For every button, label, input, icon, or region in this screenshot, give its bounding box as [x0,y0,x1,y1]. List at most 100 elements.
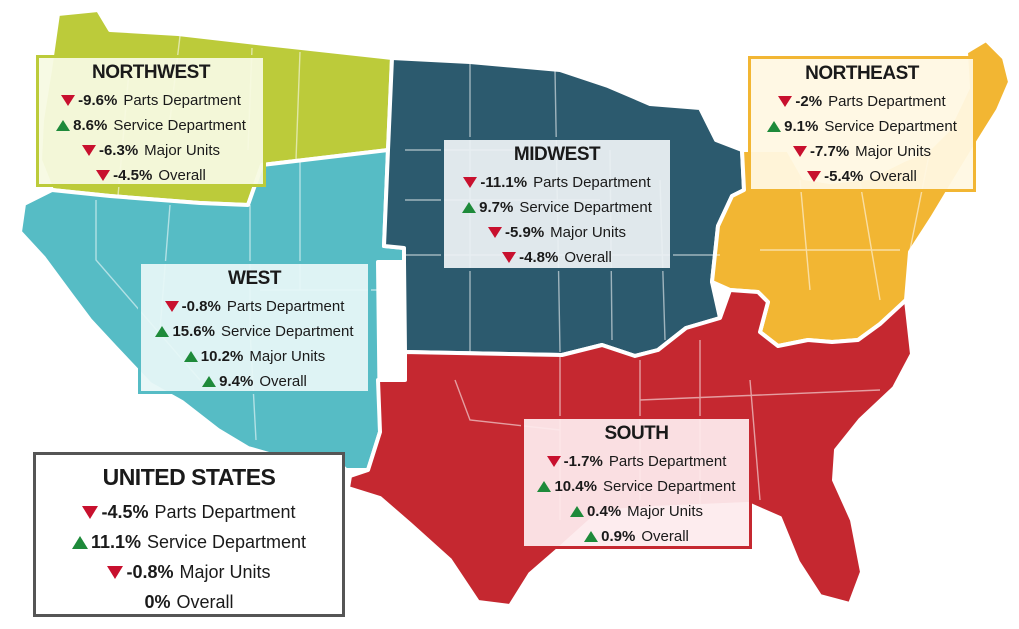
midwest-title: MIDWEST [513,144,601,165]
down-arrow-icon [81,145,96,156]
west-title: WEST [228,268,281,289]
northwest-overall-label: Overall [158,167,206,184]
midwest-service-row: 9.7% Service Department [450,195,664,220]
west-overall-value: 9.4% [219,373,254,390]
us-parts-value: -4.5% [101,502,149,522]
west-overall-row: 9.4% Overall [147,369,362,394]
west-service-row: 15.6% Service Department [147,319,362,344]
midwest-major-row: -5.9% Major Units [450,220,664,245]
us-major-value: -0.8% [126,562,174,582]
south-parts-label: Parts Department [608,453,727,470]
us-service-value: 11.1% [90,532,141,552]
northeast-major-label: Major Units [855,143,932,160]
west-parts-label: Parts Department [226,298,345,315]
down-arrow-icon [82,505,99,519]
down-arrow-icon [96,170,111,181]
south-overall-row: 0.9% Overall [530,524,743,549]
northwest-major-label: Major Units [144,142,221,159]
south-stats-box: SOUTH -1.7% Parts Department 10.4% Servi… [521,416,752,549]
midwest-service-label: Service Department [519,199,652,216]
up-arrow-icon [569,506,584,517]
northeast-major-value: -7.7% [809,143,850,160]
west-overall-label: Overall [259,373,307,390]
us-service-row: 11.1% Service Department [42,527,336,557]
south-parts-row: -1.7% Parts Department [530,449,743,474]
northeast-service-value: 9.1% [784,118,819,135]
us-parts-row: -4.5% Parts Department [42,497,336,527]
south-major-value: 0.4% [586,503,622,520]
west-stats-box: WEST -0.8% Parts Department 15.6% Servic… [138,261,371,394]
united-states-stats-box: UNITED STATES -4.5% Parts Department 11.… [33,452,345,617]
south-title: SOUTH [604,423,670,444]
west-major-row: 10.2% Major Units [147,344,362,369]
northeast-overall-label: Overall [869,168,917,185]
us-overall-value: 0% [144,592,171,612]
northwest-overall-value: -4.5% [113,167,153,184]
up-arrow-icon [183,351,198,362]
midwest-stats-box: MIDWEST -11.1% Parts Department 9.7% Ser… [441,137,673,271]
midwest-overall-value: -4.8% [519,249,559,266]
south-service-row: 10.4% Service Department [530,474,743,499]
up-arrow-icon [537,481,552,492]
northwest-parts-value: -9.6% [78,92,118,109]
south-parts-value: -1.7% [563,453,603,470]
up-arrow-icon [202,376,217,387]
up-arrow-icon [767,121,782,132]
midwest-parts-row: -11.1% Parts Department [450,170,664,195]
west-parts-value: -0.8% [181,298,221,315]
northwest-service-label: Service Department [113,117,246,134]
south-major-label: Major Units [627,503,704,520]
us-major-row: -0.8% Major Units [42,557,336,587]
down-arrow-icon [792,146,807,157]
down-arrow-icon [463,177,478,188]
northeast-service-label: Service Department [824,118,957,135]
west-service-label: Service Department [220,323,354,340]
northeast-stats-box: NORTHEAST -2% Parts Department 9.1% Serv… [748,56,976,192]
us-service-label: Service Department [146,532,307,552]
down-arrow-icon [546,456,561,467]
northeast-overall-row: -5.4% Overall [757,164,967,189]
south-major-row: 0.4% Major Units [530,499,743,524]
midwest-parts-label: Parts Department [533,174,651,191]
northeast-parts-value: -2% [795,93,823,110]
us-parts-label: Parts Department [154,502,296,522]
midwest-overall-row: -4.8% Overall [450,245,664,270]
northwest-parts-label: Parts Department [123,92,241,109]
south-overall-label: Overall [641,528,689,545]
down-arrow-icon [807,171,822,182]
west-parts-row: -0.8% Parts Department [147,294,362,319]
midwest-parts-value: -11.1% [480,174,528,191]
south-service-label: Service Department [602,478,736,495]
down-arrow-icon [164,301,179,312]
up-arrow-icon [462,202,477,213]
up-arrow-icon [155,326,170,337]
northeast-parts-label: Parts Department [828,93,946,110]
down-arrow-icon [107,565,124,579]
northwest-service-row: 8.6% Service Department [45,113,257,138]
northeast-overall-value: -5.4% [824,168,864,185]
down-arrow-icon [502,252,517,263]
northwest-title: NORTHWEST [92,62,210,83]
midwest-overall-label: Overall [564,249,612,266]
midwest-service-value: 9.7% [479,199,514,216]
northeast-service-row: 9.1% Service Department [757,114,967,139]
northeast-parts-row: -2% Parts Department [757,89,967,114]
midwest-major-value: -5.9% [504,224,545,241]
down-arrow-icon [778,96,793,107]
down-arrow-icon [487,227,502,238]
northwest-overall-row: -4.5% Overall [45,163,257,188]
northeast-title: NORTHEAST [805,63,919,84]
united-states-title: UNITED STATES [102,464,276,490]
northwest-service-value: 8.6% [73,117,108,134]
us-major-label: Major Units [179,562,271,582]
us-overall-row: 0% Overall [42,587,336,617]
midwest-major-label: Major Units [550,224,627,241]
west-major-value: 10.2% [200,348,244,365]
up-arrow-icon [71,535,88,549]
west-service-value: 15.6% [172,323,215,340]
down-arrow-icon [61,95,76,106]
south-overall-value: 0.9% [601,528,636,545]
west-major-label: Major Units [249,348,326,365]
northwest-stats-box: NORTHWEST -9.6% Parts Department 8.6% Se… [36,55,266,187]
up-arrow-icon [56,120,71,131]
